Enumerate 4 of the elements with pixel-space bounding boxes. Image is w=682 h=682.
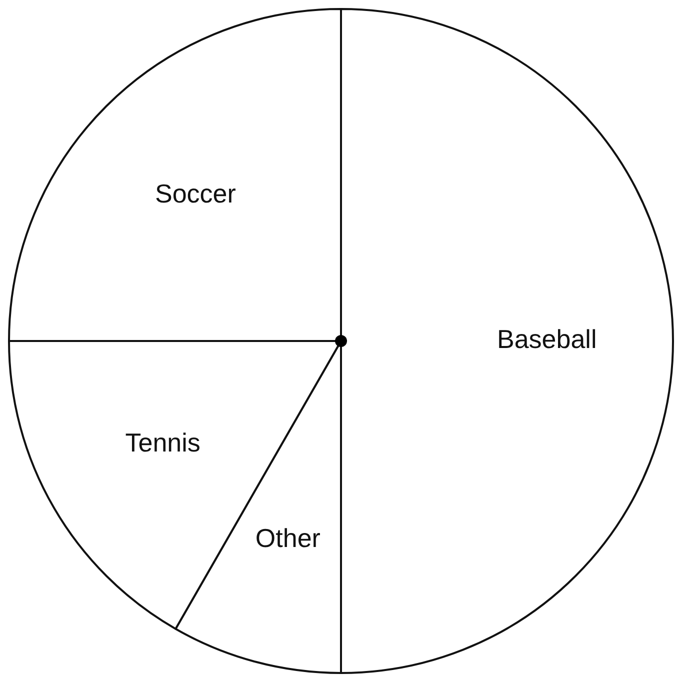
slice-label: Soccer: [154, 178, 236, 209]
slice-label: Tennis: [125, 427, 200, 458]
slice-label: Baseball: [496, 324, 597, 354]
slice-label: Other: [255, 523, 321, 554]
